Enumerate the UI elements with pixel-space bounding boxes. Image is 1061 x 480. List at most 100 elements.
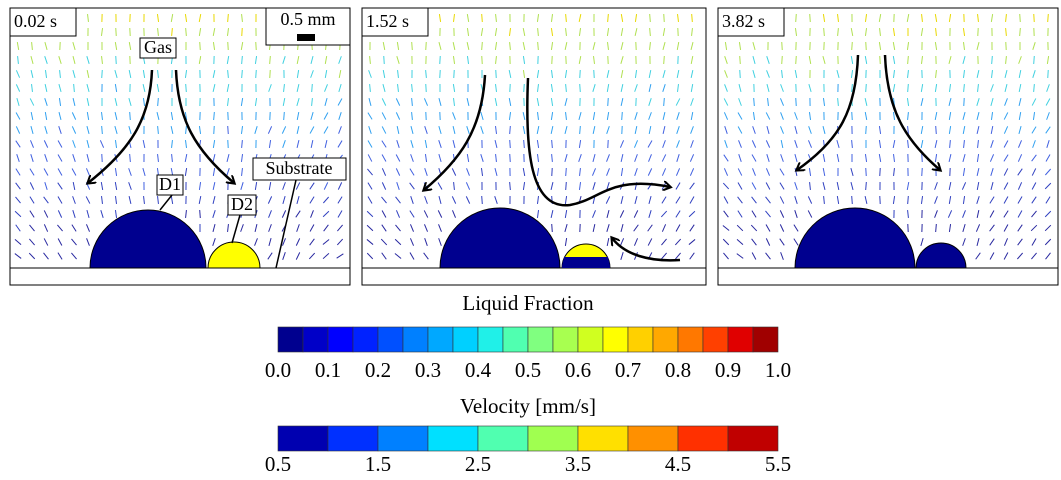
velocity-vector bbox=[976, 112, 980, 120]
velocity-vector bbox=[394, 253, 402, 259]
colorbar-tick-label: 0.9 bbox=[715, 358, 741, 382]
velocity-vector bbox=[948, 13, 952, 23]
velocity-vector bbox=[227, 69, 229, 79]
velocity-vector bbox=[723, 252, 729, 260]
velocity-vector bbox=[494, 139, 498, 149]
velocity-vector bbox=[337, 140, 343, 148]
velocity-vector bbox=[1030, 224, 1038, 232]
velocity-vector bbox=[892, 83, 896, 93]
velocity-vector bbox=[579, 125, 581, 135]
velocity-vector bbox=[281, 210, 287, 218]
colorbar-tick-label: 3.5 bbox=[565, 452, 591, 476]
velocity-vector bbox=[977, 83, 979, 93]
velocity-vector bbox=[619, 140, 625, 148]
velocity-vector bbox=[438, 13, 442, 23]
velocity-vector bbox=[16, 41, 20, 51]
velocity-vector bbox=[283, 111, 285, 121]
velocity-vector bbox=[85, 196, 91, 204]
velocity-vector bbox=[837, 27, 839, 37]
velocity-vector bbox=[171, 27, 173, 37]
velocity-vector bbox=[675, 252, 681, 260]
velocity-vector bbox=[606, 237, 610, 247]
velocity-vector bbox=[439, 55, 441, 65]
velocity-vector bbox=[724, 126, 728, 134]
velocity-vector bbox=[1018, 126, 1022, 134]
velocity-vector bbox=[619, 238, 625, 246]
velocity-vector bbox=[424, 168, 428, 176]
velocity-vector bbox=[396, 140, 400, 148]
velocity-vector bbox=[383, 55, 385, 65]
droplet-d2 bbox=[207, 241, 261, 269]
velocity-vector bbox=[690, 98, 694, 106]
colorbar-cell bbox=[577, 326, 604, 353]
velocity-vector bbox=[662, 125, 666, 135]
velocity-vector bbox=[15, 168, 21, 176]
velocity-vector bbox=[466, 13, 470, 23]
velocity-vector bbox=[920, 83, 924, 93]
velocity-vector bbox=[737, 126, 743, 134]
velocity-vector bbox=[934, 153, 938, 163]
velocity-vector bbox=[536, 167, 540, 177]
velocity-vector bbox=[690, 69, 694, 79]
colorbar-cell bbox=[652, 326, 679, 353]
velocity-vector bbox=[865, 167, 867, 177]
velocity-vector bbox=[494, 27, 498, 37]
velocity-vector bbox=[661, 224, 667, 232]
velocity-vector bbox=[184, 153, 188, 163]
velocity-vector bbox=[142, 83, 146, 93]
velocity-vector bbox=[522, 41, 526, 51]
velocity-vector bbox=[990, 111, 994, 121]
velocity-vector bbox=[72, 181, 76, 191]
colorbar-tick-label: 4.5 bbox=[665, 452, 691, 476]
velocity-vector bbox=[241, 13, 243, 23]
velocity-vector bbox=[647, 168, 653, 176]
velocity-vector bbox=[198, 125, 202, 135]
velocity-vector bbox=[452, 210, 456, 218]
velocity-vector bbox=[324, 55, 328, 65]
colorbar-cell bbox=[477, 326, 504, 353]
velocity-vector bbox=[620, 153, 624, 163]
velocity-vector bbox=[1005, 13, 1007, 23]
velocity-vector bbox=[990, 84, 994, 92]
velocity-vector bbox=[268, 181, 272, 191]
velocity-vector bbox=[975, 252, 981, 260]
velocity-vector bbox=[254, 126, 258, 134]
velocity-vector bbox=[115, 195, 117, 205]
velocity-vector bbox=[920, 195, 924, 205]
velocity-vector bbox=[689, 168, 695, 176]
velocity-vector bbox=[690, 42, 694, 50]
velocity-vector bbox=[296, 111, 300, 121]
velocity-vector bbox=[466, 97, 470, 107]
velocity-vector bbox=[466, 168, 470, 176]
velocity-vector bbox=[689, 196, 695, 204]
velocity-vector bbox=[892, 27, 896, 37]
velocity-vector bbox=[381, 196, 387, 204]
velocity-vector bbox=[977, 13, 979, 23]
velocity-vector bbox=[480, 112, 484, 120]
velocity-vector bbox=[423, 210, 429, 218]
velocity-vector bbox=[395, 98, 401, 106]
velocity-vector bbox=[198, 13, 202, 23]
velocity-vector bbox=[879, 55, 881, 65]
velocity-vector bbox=[1018, 97, 1022, 107]
velocity-vector bbox=[935, 69, 937, 79]
velocity-vector bbox=[409, 238, 415, 246]
velocity-vector bbox=[381, 210, 387, 218]
velocity-vector bbox=[309, 224, 315, 232]
velocity-vector bbox=[31, 41, 33, 51]
velocity-vector bbox=[1003, 154, 1009, 162]
velocity-vector bbox=[809, 181, 811, 191]
velocity-vector bbox=[86, 238, 90, 246]
velocity-vector bbox=[1045, 196, 1051, 204]
velocity-vector bbox=[85, 168, 91, 176]
velocity-vector bbox=[1044, 210, 1052, 218]
velocity-vector bbox=[453, 181, 455, 191]
velocity-vector bbox=[395, 168, 401, 176]
velocity-vector bbox=[142, 69, 146, 79]
velocity-vector bbox=[1031, 182, 1037, 190]
velocity-vector bbox=[606, 154, 610, 162]
velocity-vector bbox=[452, 55, 456, 65]
velocity-vector bbox=[564, 126, 568, 134]
velocity-vector bbox=[1017, 210, 1023, 218]
velocity-vector bbox=[480, 154, 484, 162]
